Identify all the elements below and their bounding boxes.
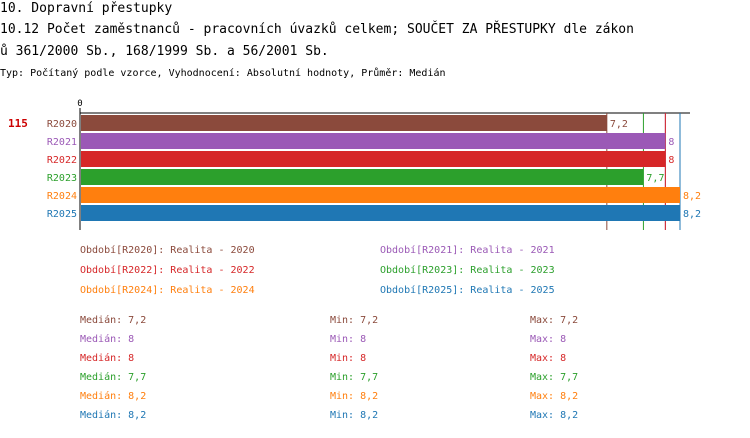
legend-item-R2022: Období[R2022]: Realita - 2022 — [80, 265, 255, 276]
stat-min-R2022: Min: 8 — [330, 353, 367, 364]
stat-median-R2021: Medián: 8 — [80, 334, 135, 345]
stat-max-R2021: Max: 8 — [530, 334, 567, 345]
category-label-R2022: R2022 — [47, 155, 77, 166]
stat-max-R2025: Max: 8,2 — [530, 410, 579, 421]
value-label-R2025: 8,2 — [683, 209, 701, 220]
bar-R2022 — [81, 151, 666, 167]
bar-R2020 — [81, 115, 607, 131]
stat-median-R2020: Medián: 7,2 — [80, 315, 147, 326]
stat-min-R2024: Min: 8,2 — [330, 391, 379, 402]
value-label-R2021: 8 — [668, 137, 674, 148]
stat-median-R2022: Medián: 8 — [80, 353, 135, 364]
chart-subtitle: Typ: Počítaný podle vzorce, Vyhodnocení:… — [0, 68, 446, 79]
stat-median-R2025: Medián: 8,2 — [80, 410, 147, 421]
stat-median-R2024: Medián: 8,2 — [80, 391, 147, 402]
stat-median-R2023: Medián: 7,7 — [80, 372, 147, 383]
value-label-R2023: 7,7 — [646, 173, 664, 184]
legend-item-R2024: Období[R2024]: Realita - 2024 — [80, 285, 255, 296]
stat-max-R2022: Max: 8 — [530, 353, 567, 364]
category-label-R2020: R2020 — [47, 119, 77, 130]
stat-min-R2021: Min: 8 — [330, 334, 367, 345]
stat-max-R2023: Max: 7,7 — [530, 372, 579, 383]
bar-R2024 — [81, 187, 680, 203]
value-label-R2020: 7,2 — [610, 119, 628, 130]
category-label-R2023: R2023 — [47, 173, 77, 184]
legend-item-R2023: Období[R2023]: Realita - 2023 — [380, 265, 555, 276]
bar-R2023 — [81, 169, 644, 185]
legend-item-R2020: Období[R2020]: Realita - 2020 — [80, 245, 255, 256]
chart-title-line-1: 10.12 Počet zaměstnanců - pracovních úva… — [0, 22, 634, 37]
value-label-R2022: 8 — [668, 155, 674, 166]
legend-item-R2021: Období[R2021]: Realita - 2021 — [380, 245, 555, 256]
chart-title-section: 10. Dopravní přestupky — [0, 1, 173, 16]
chart-title-line-2: ů 361/2000 Sb., 168/1999 Sb. a 56/2001 S… — [0, 44, 329, 59]
stat-max-R2024: Max: 8,2 — [530, 391, 579, 402]
legend-item-R2025: Období[R2025]: Realita - 2025 — [380, 285, 555, 296]
bar-R2021 — [81, 133, 666, 149]
group-label: 115 — [8, 117, 28, 130]
bar-R2025 — [81, 205, 680, 221]
stat-min-R2025: Min: 8,2 — [330, 410, 379, 421]
category-label-R2024: R2024 — [47, 191, 77, 202]
stat-min-R2023: Min: 7,7 — [330, 372, 379, 383]
stat-min-R2020: Min: 7,2 — [330, 315, 379, 326]
stat-max-R2020: Max: 7,2 — [530, 315, 579, 326]
category-label-R2025: R2025 — [47, 209, 77, 220]
value-label-R2024: 8,2 — [683, 191, 701, 202]
category-label-R2021: R2021 — [47, 137, 77, 148]
axis-zero-label: 0 — [77, 99, 82, 109]
